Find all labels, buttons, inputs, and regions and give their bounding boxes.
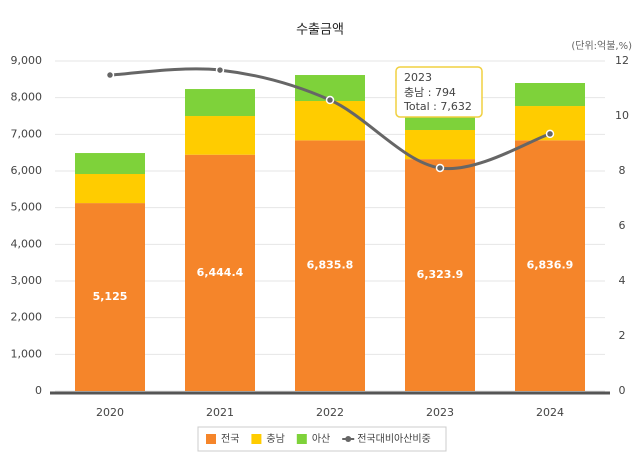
- line-point: [105, 70, 115, 80]
- legend-label: 충남: [266, 433, 284, 445]
- data-label: 6,835.8: [307, 259, 354, 272]
- line-point: [545, 129, 555, 139]
- bar-segment: [295, 140, 365, 391]
- x-tick-label: 2020: [96, 406, 124, 419]
- line-point: [435, 163, 445, 173]
- chart-title: 수출금액: [296, 23, 344, 38]
- bar-segment: [75, 153, 145, 175]
- y2-tick-label: 6: [619, 219, 626, 232]
- bar-segment: [185, 89, 255, 117]
- y-tick-label: 0: [35, 384, 42, 397]
- bar-segment: [515, 83, 585, 107]
- tooltip-line: Total : 7,632: [403, 100, 472, 113]
- bar-segment: [515, 140, 585, 391]
- tooltip-title: 2023: [404, 71, 432, 84]
- y-tick-label: 9,000: [11, 54, 43, 67]
- data-label: 6,323.9: [417, 268, 464, 281]
- legend-label: 전국대비아산비중: [357, 433, 431, 445]
- bar-segment: [75, 174, 145, 204]
- y-tick-label: 8,000: [11, 91, 43, 104]
- y-tick-label: 7,000: [11, 127, 43, 140]
- data-label: 6,836.9: [527, 259, 574, 272]
- legend-swatch: [206, 434, 216, 444]
- bar-segment: [185, 154, 255, 391]
- y-tick-label: 6,000: [11, 164, 43, 177]
- y2-tick-label: 12: [615, 54, 629, 67]
- y-tick-label: 2,000: [11, 311, 43, 324]
- bar-segment: [405, 130, 475, 160]
- y2-tick-label: 0: [619, 384, 626, 397]
- data-label: 6,444.4: [197, 266, 244, 279]
- legend-box: [197, 426, 447, 452]
- legend-label: 전국: [221, 433, 239, 445]
- y-tick-label: 3,000: [11, 274, 43, 287]
- unit-label: (단위:억불,%): [571, 39, 632, 52]
- legend-label: 아산: [312, 433, 330, 445]
- bar-segment: [295, 101, 365, 141]
- data-label: 5,125: [93, 290, 128, 303]
- y2-tick-label: 2: [619, 329, 626, 342]
- legend-swatch: [296, 434, 307, 444]
- y2-tick-label: 4: [619, 274, 626, 287]
- y2-tick-label: 8: [619, 164, 626, 177]
- line-point: [325, 95, 335, 105]
- y-tick-label: 5,000: [11, 201, 43, 214]
- x-tick-label: 2024: [536, 406, 564, 419]
- y2-tick-label: 10: [615, 109, 629, 122]
- bar-segment: [75, 203, 145, 391]
- bar-segment: [185, 116, 255, 155]
- bar-segment: [405, 159, 475, 391]
- x-tick-label: 2023: [426, 406, 454, 419]
- tooltip-line: 충남 : 794: [404, 86, 456, 99]
- line-point: [215, 65, 225, 75]
- legend-swatch: [251, 434, 262, 444]
- x-tick-label: 2022: [316, 406, 344, 419]
- x-tick-label: 2021: [206, 406, 234, 419]
- y-tick-label: 1,000: [11, 347, 43, 360]
- tooltip-box: [395, 66, 483, 118]
- y-tick-label: 4,000: [11, 237, 43, 250]
- legend-marker: [345, 436, 352, 442]
